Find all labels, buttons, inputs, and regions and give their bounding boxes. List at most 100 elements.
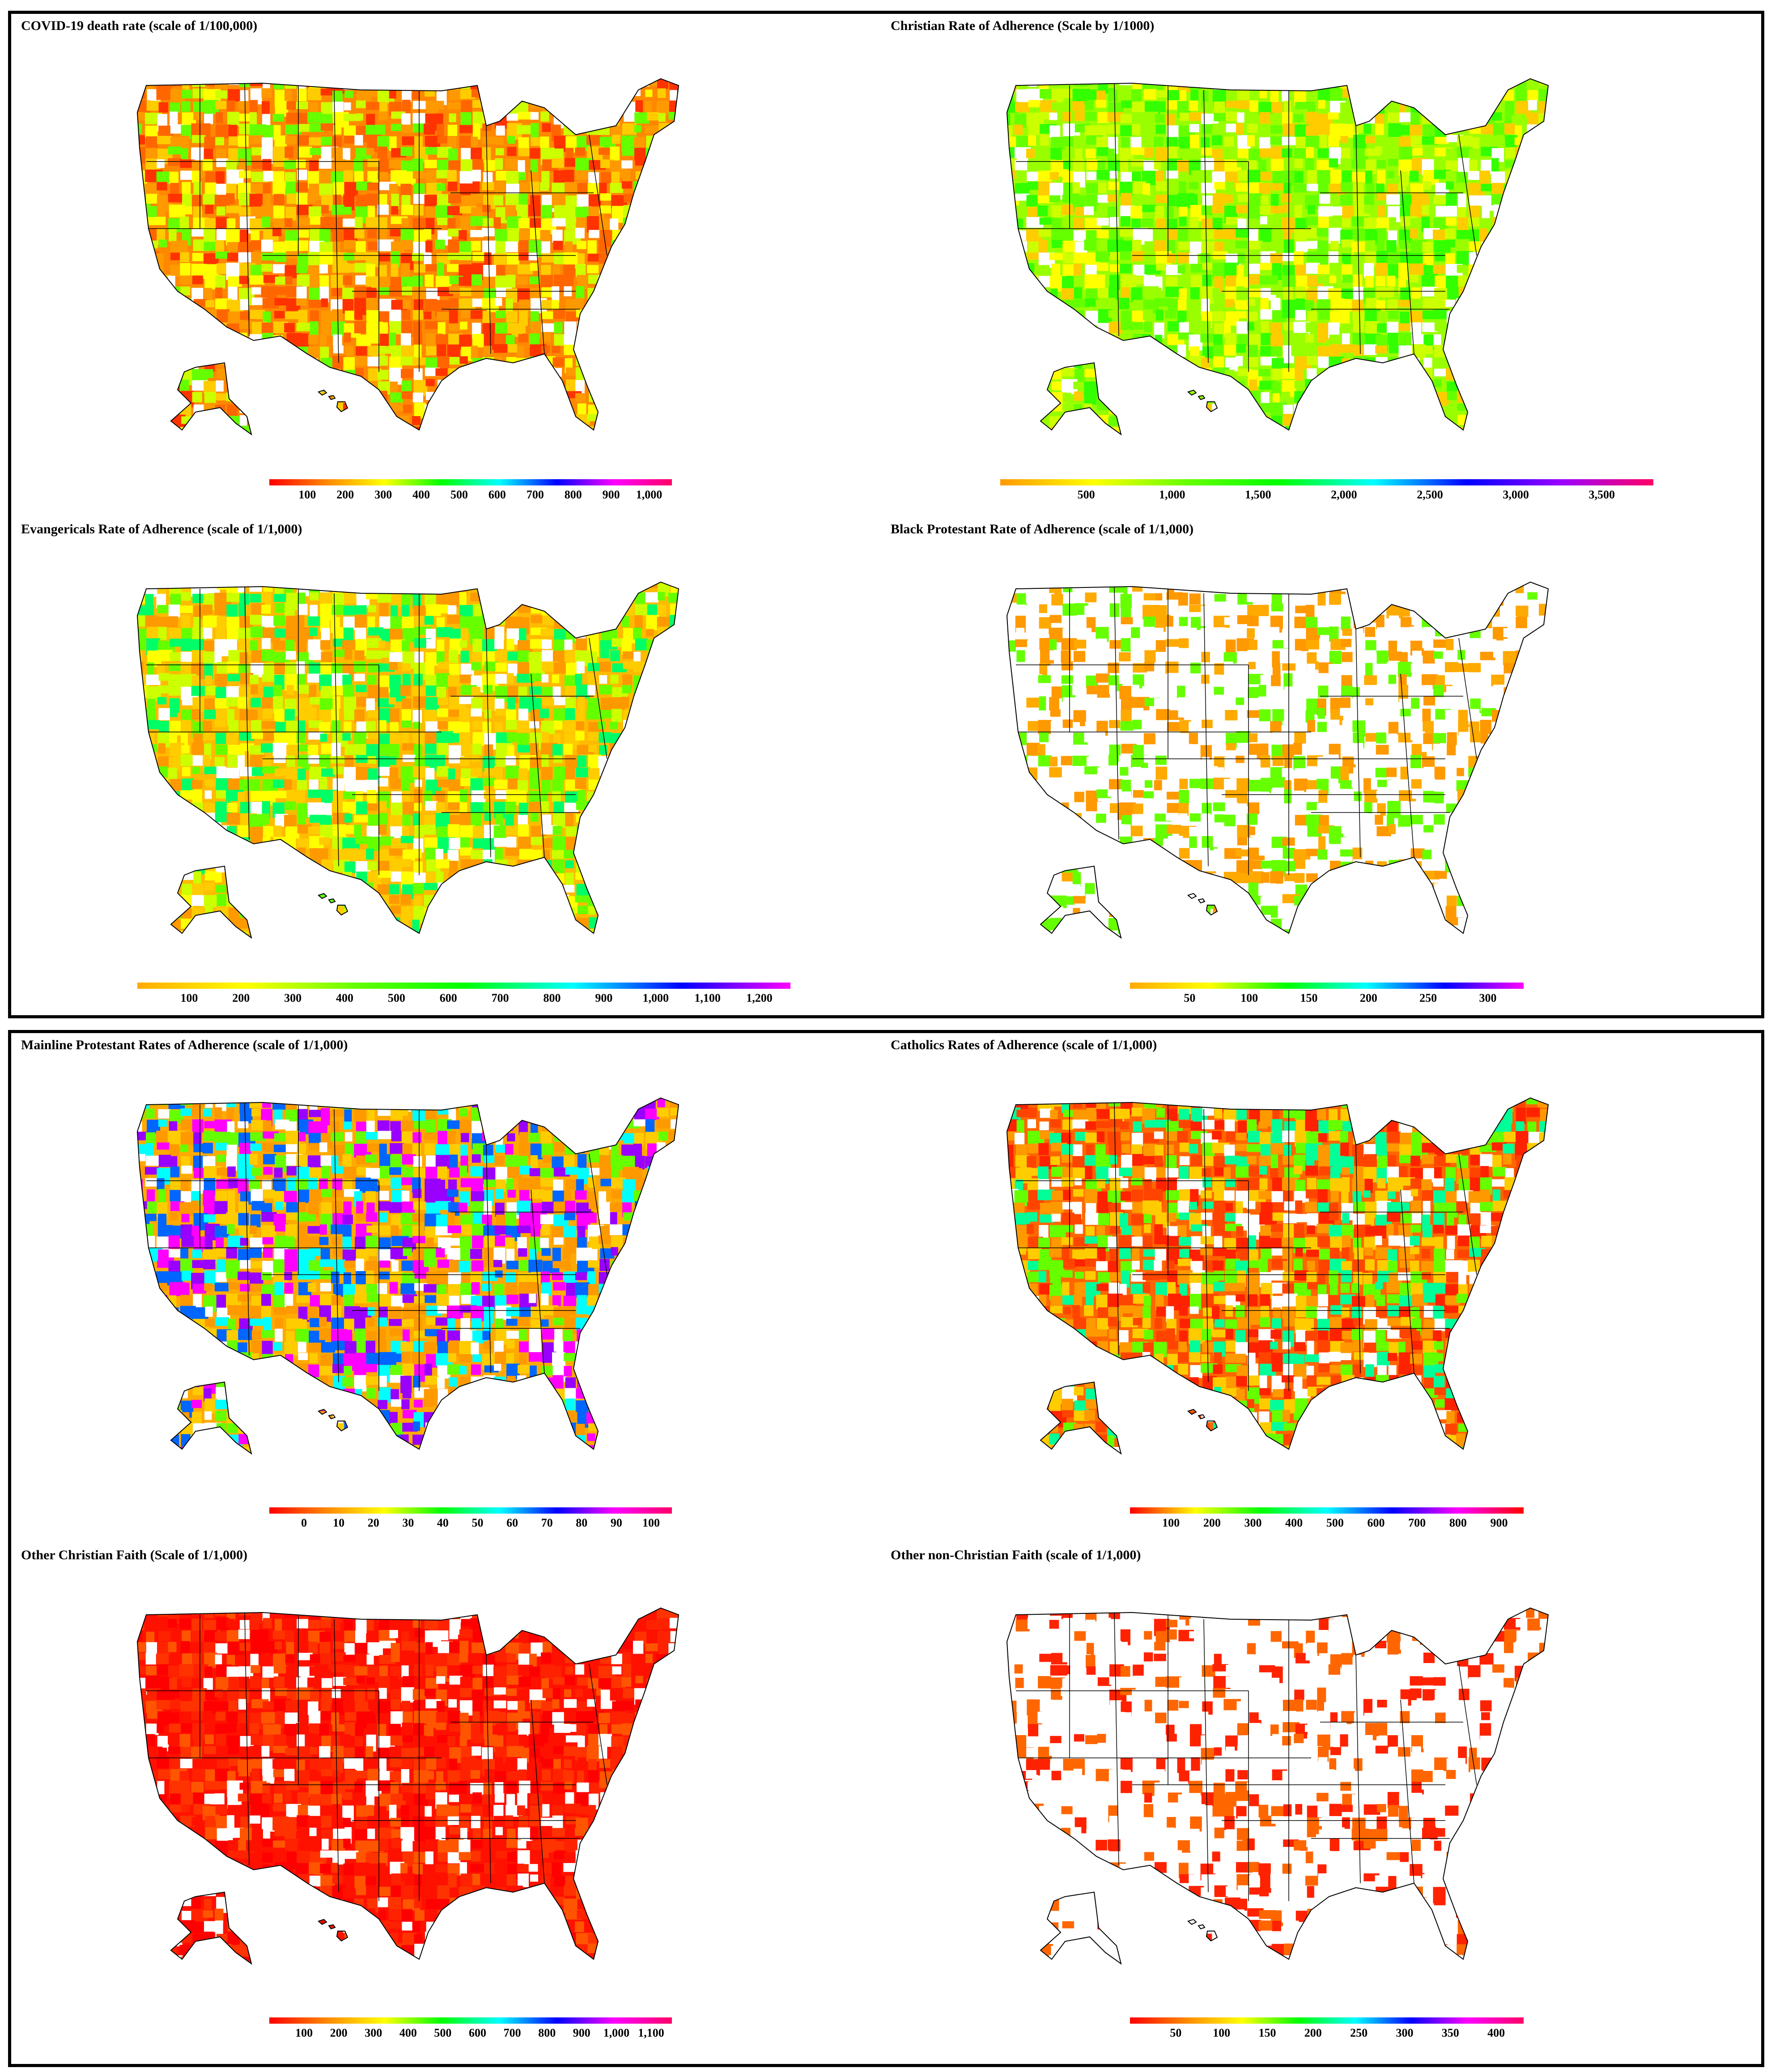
panel-title: Evangericals Rate of Adherence (scale of… xyxy=(21,522,302,536)
legend-tick-label: 200 xyxy=(1203,1516,1221,1529)
us-county-map xyxy=(136,581,680,939)
map-panel-other-non-christian-faith: Other non-Christian Faith (scale of 1/1,… xyxy=(891,1548,1741,2053)
color-legend-bar xyxy=(1130,2017,1524,2024)
legend-tick-label: 200 xyxy=(232,991,250,1004)
top-figure-group: COVID-19 death rate (scale of 1/100,000)… xyxy=(8,11,1764,1018)
legend-tick-label: 60 xyxy=(506,1516,518,1529)
legend-tick-label: 300 xyxy=(1479,991,1497,1004)
legend-tick-label: 1,100 xyxy=(694,991,721,1004)
panel-title: Other non-Christian Faith (scale of 1/1,… xyxy=(891,1548,1141,1562)
legend-tick-label: 200 xyxy=(330,2026,348,2039)
map-panel-evangelical-adherence: Evangericals Rate of Adherence (scale of… xyxy=(21,522,871,1009)
map-panel-catholic-adherence: Catholics Rates of Adherence (scale of 1… xyxy=(891,1038,1741,1543)
legend-tick-label: 3,000 xyxy=(1503,488,1529,501)
legend-tick-label: 900 xyxy=(573,2026,590,2039)
choropleth-map xyxy=(128,562,710,942)
color-legend-ticks: 100 200 300 400 500 600 700 800 900 xyxy=(1130,1516,1524,1532)
legend-tick-label: 70 xyxy=(541,1516,553,1529)
color-legend-ticks: 0 10 20 30 40 50 60 70 80 90 100 xyxy=(269,1516,672,1532)
legend-tick-label: 600 xyxy=(469,2026,487,2039)
legend-tick-label: 80 xyxy=(576,1516,588,1529)
legend-tick-label: 800 xyxy=(538,2026,556,2039)
color-legend-bar xyxy=(1130,1507,1524,1514)
legend-tick-label: 500 xyxy=(450,488,468,501)
legend-tick-label: 50 xyxy=(1184,991,1196,1004)
legend-tick-label: 600 xyxy=(439,991,457,1004)
legend-tick-label: 100 xyxy=(180,991,198,1004)
legend-tick-label: 2,500 xyxy=(1417,488,1443,501)
legend-tick-label: 500 xyxy=(387,991,405,1004)
legend-tick-label: 1,000 xyxy=(636,488,663,501)
us-county-map xyxy=(136,1607,680,1965)
legend-tick-label: 100 xyxy=(298,488,316,501)
legend-tick-label: 600 xyxy=(488,488,506,501)
color-legend-bar xyxy=(1000,479,1653,485)
us-county-map xyxy=(136,78,680,436)
color-legend-ticks: 100 200 300 400 500 600 700 800 900 1,000 xyxy=(269,488,672,503)
us-county-map xyxy=(1006,1097,1549,1455)
panel-title: Christian Rate of Adherence (Scale by 1/… xyxy=(891,18,1155,33)
legend-tick-label: 600 xyxy=(1367,1516,1385,1529)
legend-tick-label: 200 xyxy=(1304,2026,1322,2039)
color-legend-ticks: 100 200 300 400 500 600 700 800 900 1,000 1,100 1,2… xyxy=(137,991,790,1007)
legend-tick-label: 1,200 xyxy=(746,991,773,1004)
color-legend-ticks: 50 100 150 200 250 300 350 400 xyxy=(1130,2026,1524,2042)
legend-tick-label: 90 xyxy=(610,1516,622,1529)
map-panel-black-protestant-adherence: Black Protestant Rate of Adherence (scal… xyxy=(891,522,1741,1009)
legend-tick-label: 700 xyxy=(1408,1516,1426,1529)
color-legend-ticks: 100 200 300 400 500 600 700 800 900 1,000 1,100 xyxy=(269,2026,672,2042)
legend-tick-label: 900 xyxy=(1490,1516,1508,1529)
legend-tick-label: 10 xyxy=(333,1516,345,1529)
color-legend-bar xyxy=(1130,983,1524,989)
map-panel-other-christian-faith: Other Christian Faith (Scale of 1/1,000)… xyxy=(21,1548,871,2053)
us-county-map xyxy=(1006,581,1549,939)
legend-tick-label: 40 xyxy=(437,1516,449,1529)
color-legend-bar xyxy=(137,983,790,989)
legend-tick-label: 300 xyxy=(365,2026,382,2039)
panel-title: COVID-19 death rate (scale of 1/100,000) xyxy=(21,18,258,33)
legend-tick-label: 400 xyxy=(1487,2026,1505,2039)
color-legend-ticks: 50 100 150 200 250 300 xyxy=(1130,991,1524,1007)
legend-tick-label: 3,500 xyxy=(1588,488,1615,501)
legend-tick-label: 200 xyxy=(336,488,354,501)
legend-tick-label: 500 xyxy=(1077,488,1095,501)
legend-tick-label: 700 xyxy=(491,991,509,1004)
choropleth-map xyxy=(128,1078,710,1458)
panel-title: Other Christian Faith (Scale of 1/1,000) xyxy=(21,1548,248,1562)
legend-tick-label: 500 xyxy=(1326,1516,1344,1529)
legend-tick-label: 1,000 xyxy=(1159,488,1185,501)
legend-tick-label: 50 xyxy=(1170,2026,1182,2039)
map-panel-mainline-protestant-adherence: Mainline Protestant Rates of Adherence (… xyxy=(21,1038,871,1543)
legend-tick-label: 300 xyxy=(1244,1516,1262,1529)
panel-title: Mainline Protestant Rates of Adherence (… xyxy=(21,1038,348,1052)
legend-tick-label: 300 xyxy=(284,991,302,1004)
legend-tick-label: 800 xyxy=(543,991,561,1004)
color-legend-bar xyxy=(269,479,672,485)
legend-tick-label: 0 xyxy=(301,1516,307,1529)
us-county-map xyxy=(136,1097,680,1455)
legend-tick-label: 250 xyxy=(1350,2026,1368,2039)
legend-tick-label: 2,000 xyxy=(1331,488,1357,501)
us-county-map xyxy=(1006,1607,1549,1965)
legend-tick-label: 50 xyxy=(471,1516,484,1529)
legend-tick-label: 20 xyxy=(367,1516,379,1529)
legend-tick-label: 30 xyxy=(402,1516,414,1529)
choropleth-map xyxy=(998,1078,1580,1458)
legend-tick-label: 100 xyxy=(1213,2026,1231,2039)
us-county-map xyxy=(1006,78,1549,436)
choropleth-map xyxy=(128,1588,710,1968)
legend-tick-label: 900 xyxy=(602,488,620,501)
legend-tick-label: 350 xyxy=(1441,2026,1459,2039)
color-legend-ticks: 500 1,000 1,500 2,000 2,500 3,000 3,500 xyxy=(1000,488,1653,503)
legend-tick-label: 700 xyxy=(526,488,544,501)
map-panel-covid-death-rate: COVID-19 death rate (scale of 1/100,000)… xyxy=(21,18,871,506)
choropleth-map xyxy=(128,59,710,439)
legend-tick-label: 150 xyxy=(1258,2026,1276,2039)
choropleth-map xyxy=(998,1588,1580,1968)
color-legend-bar xyxy=(269,2017,672,2024)
legend-tick-label: 300 xyxy=(374,488,392,501)
legend-tick-label: 800 xyxy=(1449,1516,1467,1529)
legend-tick-label: 1,000 xyxy=(642,991,669,1004)
legend-tick-label: 700 xyxy=(503,2026,521,2039)
legend-tick-label: 100 xyxy=(1162,1516,1180,1529)
